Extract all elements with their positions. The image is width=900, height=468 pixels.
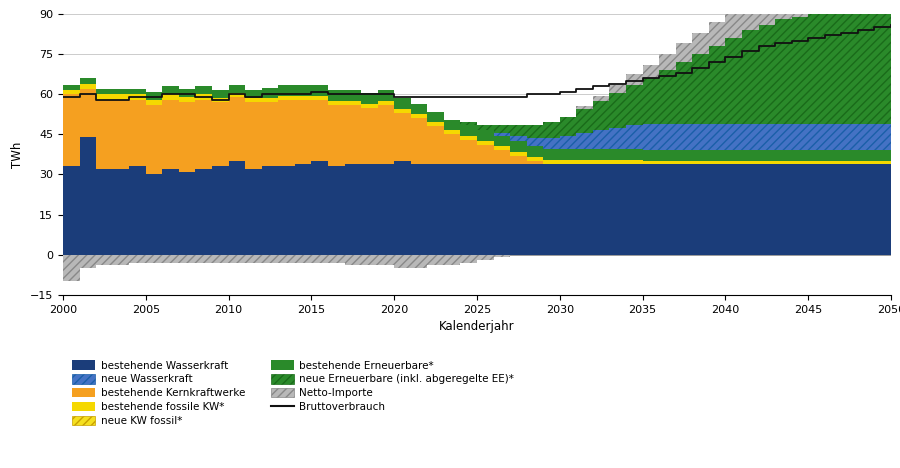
Legend: bestehende Wasserkraft, neue Wasserkraft, bestehende Kernkraftwerke, bestehende : bestehende Wasserkraft, neue Wasserkraft… bbox=[68, 356, 518, 430]
X-axis label: Kalenderjahr: Kalenderjahr bbox=[439, 320, 515, 333]
Y-axis label: TWh: TWh bbox=[12, 141, 24, 168]
